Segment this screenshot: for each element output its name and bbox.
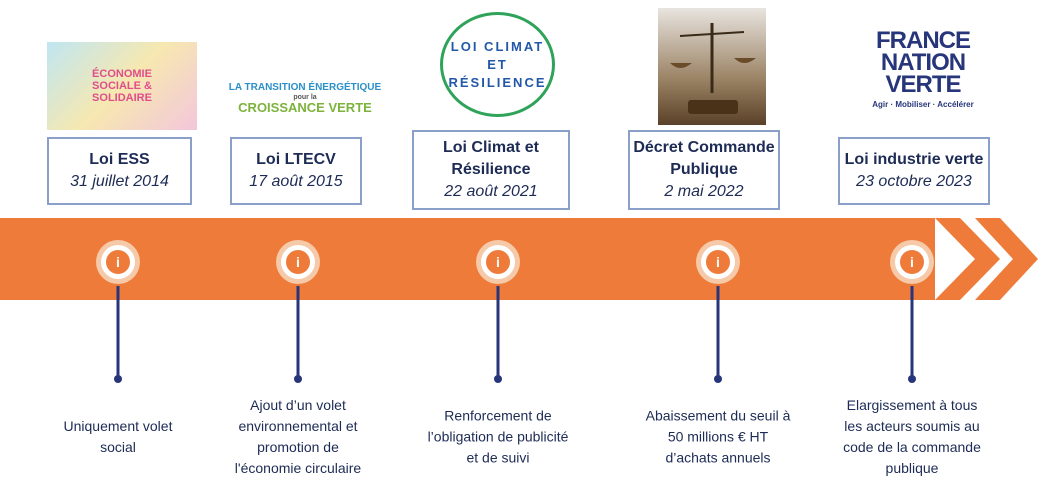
logo-tagline: Agir · Mobiliser · Accélérer xyxy=(872,100,974,109)
info-icon: i xyxy=(910,254,914,270)
logo-text: LA TRANSITION ÉNERGÉTIQUE xyxy=(229,82,381,94)
band xyxy=(0,218,935,300)
logo-text: ET xyxy=(487,56,508,74)
description-line: Abaissement du seuil à xyxy=(618,406,818,427)
description-line: Renforcement de xyxy=(398,406,598,427)
event-title: Loi LTECV xyxy=(232,149,360,171)
info-icon: i xyxy=(716,254,720,270)
info-icon: i xyxy=(496,254,500,270)
logo-text: SOCIALE & xyxy=(92,80,152,92)
description-line: 50 millions € HT xyxy=(618,427,818,448)
event-title: Décret Commande xyxy=(630,137,778,159)
base xyxy=(688,100,738,114)
connector-dot xyxy=(494,375,502,383)
description-line: code de la commande xyxy=(812,437,1012,458)
description-line: Elargissement à tous xyxy=(812,395,1012,416)
description-line: publique xyxy=(812,458,1012,479)
event-title: Publique xyxy=(630,159,778,181)
description-line: l'économie circulaire xyxy=(198,458,398,479)
connector-dot xyxy=(714,375,722,383)
description-line: l’obligation de publicité xyxy=(398,427,598,448)
timeline: i i i i i ÉCONOMIESOCIALE &SOLIDAIRE Loi ESS3… xyxy=(0,0,1040,479)
info-icon: i xyxy=(296,254,300,270)
event-date: 31 juillet 2014 xyxy=(49,171,190,193)
event-date: 22 août 2021 xyxy=(414,181,568,203)
description-line: social xyxy=(18,437,218,458)
logo-text: SOLIDAIRE xyxy=(92,92,152,104)
description-line: environnemental et xyxy=(198,416,398,437)
logo-text: RÉSILIENCE xyxy=(448,74,546,92)
connector-dot xyxy=(294,375,302,383)
scales-icon xyxy=(658,8,766,125)
logo-text: ÉCONOMIE xyxy=(92,68,152,80)
event-date: 17 août 2015 xyxy=(232,171,360,193)
description-line: Uniquement volet xyxy=(18,416,218,437)
event-date: 23 octobre 2023 xyxy=(840,171,988,193)
logo-text: VERTE xyxy=(885,74,960,96)
connector-dot xyxy=(114,375,122,383)
logo-text: LOI CLIMAT xyxy=(451,38,544,56)
description-line: et de suivi xyxy=(398,448,598,469)
description-line: d’achats annuels xyxy=(618,448,818,469)
description-line: Ajout d’un volet xyxy=(198,395,398,416)
pan xyxy=(670,63,692,68)
page: i i i i i ÉCONOMIESOCIALE &SOLIDAIRE Loi ESS3… xyxy=(0,0,1040,479)
description-line: les acteurs soumis au xyxy=(812,416,1012,437)
logo xyxy=(658,8,766,125)
logo-text: CROISSANCE VERTE xyxy=(238,102,372,114)
info-icon: i xyxy=(116,254,120,270)
connector-dot xyxy=(908,375,916,383)
pan xyxy=(734,58,756,63)
event-title: Loi industrie verte xyxy=(840,149,988,171)
event-title: Loi ESS xyxy=(49,149,190,171)
event-date: 2 mai 2022 xyxy=(630,181,778,203)
event-title: Résilience xyxy=(414,159,568,181)
description-line: promotion de xyxy=(198,437,398,458)
event-title: Loi Climat et xyxy=(414,137,568,159)
